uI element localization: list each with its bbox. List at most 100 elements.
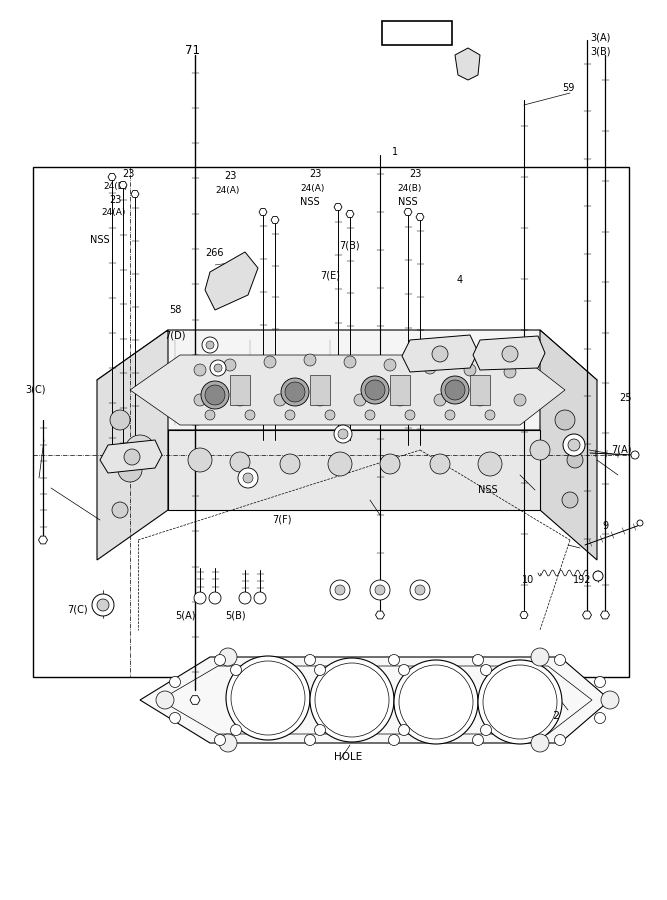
Polygon shape	[455, 48, 480, 80]
Text: 59: 59	[562, 83, 574, 93]
Circle shape	[361, 376, 389, 404]
Polygon shape	[582, 611, 592, 619]
Circle shape	[531, 648, 549, 666]
Text: 3(A): 3(A)	[590, 33, 610, 43]
Polygon shape	[376, 611, 384, 619]
Circle shape	[112, 502, 128, 518]
Polygon shape	[205, 252, 258, 310]
Bar	[390, 375, 410, 405]
Text: 24(B): 24(B)	[398, 184, 422, 193]
Circle shape	[388, 734, 400, 745]
Circle shape	[394, 394, 406, 406]
Circle shape	[304, 354, 316, 366]
Polygon shape	[346, 211, 354, 218]
Polygon shape	[119, 182, 127, 188]
Text: NSS: NSS	[300, 197, 319, 207]
Circle shape	[593, 571, 603, 581]
Circle shape	[594, 677, 606, 688]
Polygon shape	[271, 217, 279, 223]
Text: NSS: NSS	[478, 485, 498, 495]
Circle shape	[328, 452, 352, 476]
Circle shape	[445, 410, 455, 420]
FancyBboxPatch shape	[382, 21, 452, 45]
Circle shape	[280, 454, 300, 474]
Circle shape	[169, 677, 181, 688]
Text: 5(A): 5(A)	[175, 610, 195, 620]
Circle shape	[554, 654, 566, 665]
Circle shape	[334, 425, 352, 443]
Polygon shape	[416, 213, 424, 220]
Circle shape	[315, 724, 325, 735]
Text: 24(A): 24(A)	[216, 185, 240, 194]
Circle shape	[430, 454, 450, 474]
Circle shape	[594, 713, 606, 724]
Polygon shape	[600, 611, 610, 619]
Text: 266: 266	[205, 248, 224, 258]
Circle shape	[405, 410, 415, 420]
Circle shape	[563, 434, 585, 456]
Circle shape	[472, 734, 484, 745]
Text: 7(E): 7(E)	[320, 270, 340, 280]
Text: 7(A): 7(A)	[611, 445, 632, 455]
Circle shape	[310, 658, 394, 742]
Text: 4: 4	[457, 275, 463, 285]
Circle shape	[375, 585, 385, 595]
Circle shape	[305, 734, 315, 745]
Circle shape	[354, 394, 366, 406]
Text: 10: 10	[522, 575, 534, 585]
Circle shape	[92, 594, 114, 616]
Polygon shape	[540, 330, 597, 560]
Circle shape	[118, 458, 142, 482]
Circle shape	[194, 592, 206, 604]
Circle shape	[205, 410, 215, 420]
Circle shape	[480, 664, 492, 676]
Circle shape	[554, 734, 566, 745]
Polygon shape	[130, 355, 565, 425]
Circle shape	[637, 520, 643, 526]
Circle shape	[215, 654, 225, 665]
Bar	[470, 375, 490, 405]
Polygon shape	[97, 330, 168, 560]
Text: 0-14: 0-14	[403, 26, 431, 40]
Text: 7(F): 7(F)	[272, 515, 291, 525]
Circle shape	[434, 394, 446, 406]
Circle shape	[124, 449, 140, 465]
Polygon shape	[520, 611, 528, 618]
Text: 3(C): 3(C)	[26, 385, 46, 395]
Circle shape	[110, 410, 130, 430]
Circle shape	[338, 429, 348, 439]
Circle shape	[238, 468, 258, 488]
Text: 24(B): 24(B)	[104, 182, 128, 191]
Circle shape	[215, 734, 225, 745]
Text: 2: 2	[552, 711, 560, 721]
Polygon shape	[473, 336, 545, 370]
Circle shape	[464, 364, 476, 376]
Circle shape	[330, 580, 350, 600]
Circle shape	[568, 439, 580, 451]
Text: 7(C): 7(C)	[67, 605, 88, 615]
Polygon shape	[402, 335, 478, 372]
Circle shape	[424, 362, 436, 374]
Circle shape	[432, 346, 448, 362]
Text: 23: 23	[109, 195, 121, 205]
Text: 71: 71	[185, 43, 199, 57]
Circle shape	[415, 585, 425, 595]
Circle shape	[485, 410, 495, 420]
Circle shape	[169, 713, 181, 724]
Circle shape	[531, 734, 549, 752]
Circle shape	[370, 580, 390, 600]
Circle shape	[445, 380, 465, 400]
Circle shape	[335, 585, 345, 595]
Circle shape	[239, 592, 251, 604]
Circle shape	[264, 356, 276, 368]
Circle shape	[601, 691, 619, 709]
Circle shape	[631, 451, 639, 459]
Circle shape	[365, 410, 375, 420]
Bar	[230, 375, 250, 405]
Circle shape	[243, 473, 253, 483]
Text: 23: 23	[224, 171, 236, 181]
Circle shape	[480, 724, 492, 735]
Circle shape	[219, 734, 237, 752]
Circle shape	[202, 337, 218, 353]
Circle shape	[478, 452, 502, 476]
